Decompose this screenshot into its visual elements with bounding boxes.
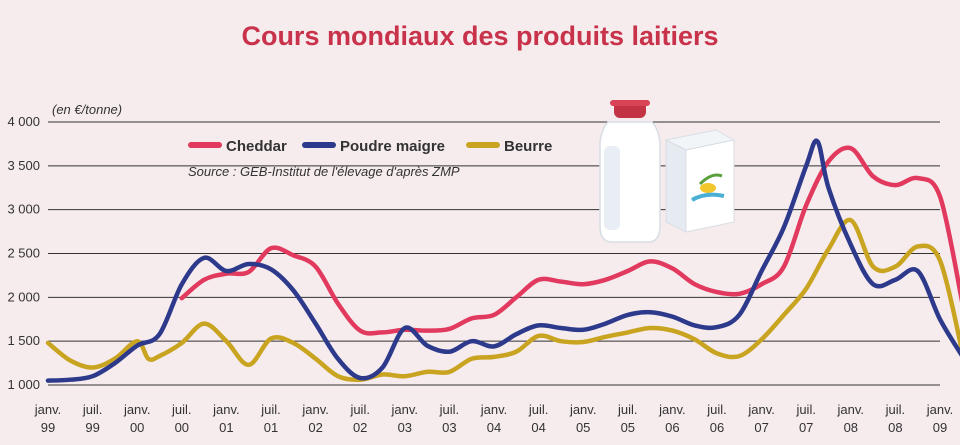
x-tick-label: 03: [398, 420, 412, 435]
x-tick-label: 06: [665, 420, 679, 435]
y-tick-label: 1 000: [7, 377, 40, 392]
x-tick-label: juil.: [349, 402, 370, 417]
x-tick-label: juil.: [171, 402, 192, 417]
x-tick-label: 01: [264, 420, 278, 435]
x-tick-label: janv.: [747, 402, 775, 417]
x-tick-label: 05: [621, 420, 635, 435]
x-tick-label: janv.: [34, 402, 62, 417]
x-tick-label: janv.: [569, 402, 597, 417]
x-tick-label: 08: [888, 420, 902, 435]
series-line-beurre: [45, 217, 960, 383]
x-tick-label: janv.: [926, 402, 954, 417]
y-tick-label: 4 000: [7, 114, 40, 129]
x-tick-label: juil.: [439, 402, 460, 417]
x-tick-label: janv.: [391, 402, 419, 417]
x-tick-label: 07: [754, 420, 768, 435]
y-tick-label: 1 500: [7, 333, 40, 348]
milk-bottle-icon: [599, 100, 661, 243]
x-tick-label: 00: [175, 420, 189, 435]
x-tick-label: 09: [933, 420, 947, 435]
x-tick-label: juil.: [260, 402, 281, 417]
series-layer: [45, 138, 960, 383]
y-tick-label: 2 000: [7, 289, 40, 304]
x-tick-label: 08: [844, 420, 858, 435]
legend-label-poudre-maigre: Poudre maigre: [340, 138, 445, 155]
x-tick-label: janv.: [480, 402, 508, 417]
series-line-cheddar: [179, 145, 960, 336]
x-tick-label: 05: [576, 420, 590, 435]
x-tick-label: juil.: [795, 402, 816, 417]
x-tick-label: 04: [531, 420, 545, 435]
x-tick-label: 02: [308, 420, 322, 435]
legend-label-beurre: Beurre: [504, 138, 552, 155]
x-tick-label: juil.: [82, 402, 103, 417]
x-tick-label: 03: [442, 420, 456, 435]
y-tick-label: 3 500: [7, 158, 40, 173]
x-axis-ticks: janv. 99 juil. 99 janv. 00 juil. 00 janv. 01 juil.…: [34, 402, 954, 435]
x-tick-label: juil.: [706, 402, 727, 417]
y-tick-label: 2 500: [7, 246, 40, 261]
y-tick-label: 3 000: [7, 202, 40, 217]
x-tick-label: 04: [487, 420, 501, 435]
x-tick-label: janv.: [123, 402, 151, 417]
grid-layer: [48, 121, 940, 386]
legend-swatch-poudre-maigre: [302, 142, 336, 148]
chart-title: Cours mondiaux des produits laitiers: [241, 21, 718, 51]
x-tick-label: 02: [353, 420, 367, 435]
x-tick-label: janv.: [301, 402, 329, 417]
x-tick-label: 06: [710, 420, 724, 435]
y-axis-ticks: 1 000 1 500 2 000 2 500 3 000 3 500 4 000: [7, 114, 40, 392]
x-tick-label: 99: [85, 420, 99, 435]
legend: Cheddar Poudre maigre Beurre Source : GE…: [188, 138, 552, 179]
dairy-illustration: [599, 100, 736, 243]
x-tick-label: janv.: [837, 402, 865, 417]
x-tick-label: janv.: [212, 402, 240, 417]
x-tick-label: 01: [219, 420, 233, 435]
x-tick-label: janv.: [658, 402, 686, 417]
source-note: Source : GEB-Institut de l'élevage d'apr…: [188, 164, 460, 179]
legend-swatch-cheddar: [188, 142, 222, 148]
x-tick-label: 07: [799, 420, 813, 435]
x-tick-label: juil.: [617, 402, 638, 417]
x-tick-label: 99: [41, 420, 55, 435]
x-tick-label: 00: [130, 420, 144, 435]
x-tick-label: juil.: [528, 402, 549, 417]
unit-label: (en €/tonne): [52, 102, 122, 117]
series-line-poudre-maigre: [45, 138, 960, 383]
milk-carton-icon: [664, 129, 736, 233]
x-tick-label: juil.: [885, 402, 906, 417]
legend-swatch-beurre: [466, 142, 500, 148]
legend-label-cheddar: Cheddar: [226, 138, 287, 155]
